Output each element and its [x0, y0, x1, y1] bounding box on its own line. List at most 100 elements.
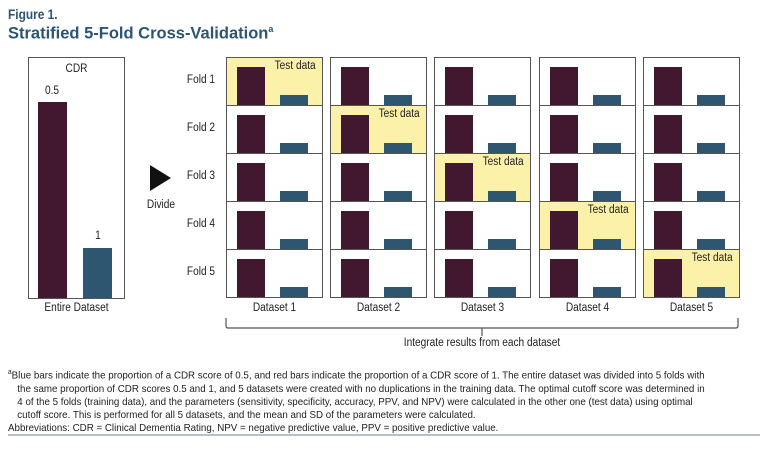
training-fold-cell: [539, 153, 636, 202]
training-fold-cell: [643, 105, 740, 154]
bar-cdr-05: [654, 259, 682, 297]
training-fold-cell: [643, 201, 740, 250]
bar-cdr-1: [384, 287, 412, 297]
training-fold-cell: [330, 201, 427, 250]
training-fold-cell: [539, 57, 636, 106]
bar-cdr-1: [83, 248, 112, 298]
bar-cdr-1: [384, 191, 412, 201]
dataset-label: Dataset 5: [669, 302, 714, 314]
bar-cdr-05: [550, 115, 578, 153]
bar-cdr-05: [237, 259, 265, 297]
fold-label: Fold 3: [186, 170, 216, 182]
bar-cdr-05: [550, 259, 578, 297]
bar-cdr-1: [593, 191, 621, 201]
figure-title: Stratified 5-Fold Cross-Validationa: [8, 24, 273, 44]
training-fold-cell: [226, 201, 323, 250]
bar-cdr-05: [341, 259, 369, 297]
training-fold-cell: [226, 153, 323, 202]
bar-cdr-1: [593, 143, 621, 153]
bar-cdr-05: [445, 115, 473, 153]
bar-cdr-05: [341, 67, 369, 105]
entire-dataset-caption: Entire Dataset: [44, 302, 109, 314]
dataset-label: Dataset 2: [356, 302, 401, 314]
bar-cdr-05: [237, 163, 265, 201]
bar-cdr-05: [654, 163, 682, 201]
bar-cdr-05: [550, 67, 578, 105]
test-fold-cell: Test data: [539, 201, 636, 250]
footnote-marker: a: [8, 369, 12, 376]
figure-label: Figure 1.: [8, 6, 58, 22]
bar-cdr-1: [697, 287, 725, 297]
training-fold-cell: [643, 57, 740, 106]
test-fold-cell: Test data: [434, 153, 531, 202]
divide-label: Divide: [146, 199, 176, 211]
integrate-bracket: [225, 318, 739, 336]
bar-cdr-05: [341, 211, 369, 249]
test-fold-cell: Test data: [643, 249, 740, 298]
dataset-label: Dataset 3: [460, 302, 505, 314]
arrow-right-icon: [150, 165, 171, 191]
label-cdr-05: 0.5: [44, 85, 60, 97]
abbreviations: Abbreviations: CDR = Clinical Dementia R…: [8, 421, 499, 434]
training-fold-cell: [643, 153, 740, 202]
bar-cdr-05: [237, 67, 265, 105]
bar-cdr-1: [280, 191, 308, 201]
bar-cdr-1: [593, 239, 621, 249]
fold-label: Fold 5: [186, 266, 216, 278]
bar-cdr-1: [593, 95, 621, 105]
bar-cdr-05: [341, 115, 369, 153]
test-data-label: Test data: [378, 108, 420, 120]
test-data-label: Test data: [691, 252, 733, 264]
dataset-label: Dataset 1: [252, 302, 297, 314]
test-data-label: Test data: [587, 204, 629, 216]
bar-cdr-05: [654, 67, 682, 105]
bar-cdr-05: [550, 163, 578, 201]
bar-cdr-1: [280, 287, 308, 297]
bar-cdr-05: [445, 163, 473, 201]
cdr-header: CDR: [65, 63, 88, 75]
title-text: Stratified 5-Fold Cross-Validation: [8, 24, 269, 43]
test-data-label: Test data: [274, 60, 316, 72]
bar-cdr-05: [550, 211, 578, 249]
training-fold-cell: [539, 249, 636, 298]
bar-cdr-1: [280, 95, 308, 105]
bar-cdr-05: [237, 115, 265, 153]
bar-cdr-1: [384, 239, 412, 249]
fold-label: Fold 4: [186, 218, 216, 230]
training-fold-cell: [330, 249, 427, 298]
training-fold-cell: [226, 105, 323, 154]
entire-dataset-box: [28, 57, 125, 299]
training-fold-cell: [434, 249, 531, 298]
test-fold-cell: Test data: [226, 57, 323, 106]
bar-cdr-1: [488, 95, 516, 105]
bar-cdr-05: [445, 259, 473, 297]
footnote: aBlue bars indicate the proportion of a …: [8, 366, 707, 435]
title-footnote-marker: a: [268, 24, 274, 34]
bar-cdr-05: [237, 211, 265, 249]
bar-cdr-1: [697, 239, 725, 249]
bar-cdr-05: [654, 211, 682, 249]
training-fold-cell: [330, 57, 427, 106]
footnote-text: Blue bars indicate the proportion of a C…: [11, 369, 705, 421]
fold-label: Fold 1: [186, 74, 216, 86]
bar-cdr-05: [341, 163, 369, 201]
bar-cdr-1: [488, 287, 516, 297]
fold-label: Fold 2: [186, 122, 216, 134]
training-fold-cell: [434, 57, 531, 106]
bar-cdr-1: [488, 239, 516, 249]
bar-cdr-1: [384, 95, 412, 105]
bar-cdr-05: [445, 211, 473, 249]
bar-cdr-1: [697, 191, 725, 201]
label-cdr-1: 1: [95, 230, 101, 242]
bar-cdr-05: [445, 67, 473, 105]
training-fold-cell: [434, 201, 531, 250]
bar-cdr-05: [654, 115, 682, 153]
training-fold-cell: [434, 105, 531, 154]
training-fold-cell: [330, 153, 427, 202]
bar-cdr-1: [488, 191, 516, 201]
integrate-label: Integrate results from each dataset: [403, 337, 561, 349]
training-fold-cell: [539, 105, 636, 154]
bar-cdr-1: [384, 143, 412, 153]
bar-cdr-1: [280, 239, 308, 249]
